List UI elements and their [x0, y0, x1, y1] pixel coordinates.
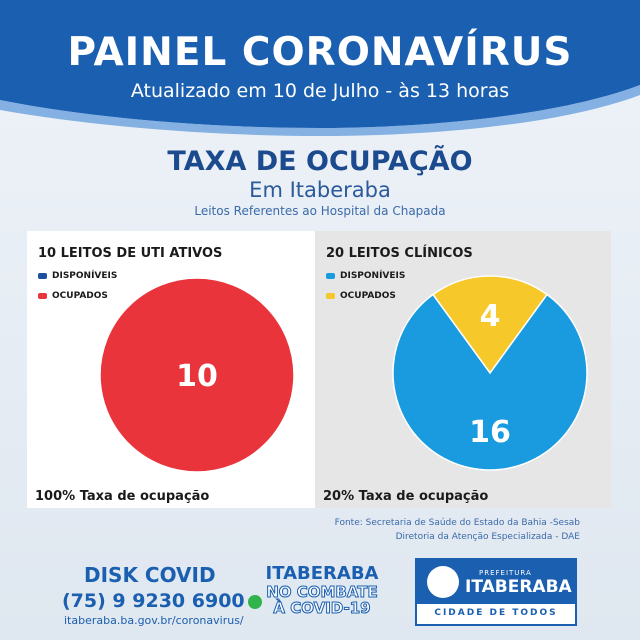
uti-chart-title: 10 LEITOS DE UTI ATIVOS — [38, 246, 223, 261]
clinicos-legend-ocupados: OCUPADOS — [326, 291, 396, 301]
legend-label: DISPONÍVEIS — [52, 271, 118, 281]
pie-slice-ocupados — [431, 275, 549, 375]
uti-legend-disponiveis: DISPONÍVEIS — [38, 271, 117, 281]
legend-label: OCUPADOS — [52, 291, 108, 301]
clinicos-panel: 4 16 20 LEITOS CLÍNICOS DISPONÍVEIS OCUPA… — [315, 231, 611, 508]
campaign-logo: ITABERABA NO COMBATE À COVID-19 — [258, 563, 386, 617]
clinicos-pie-chart: 4 16 — [392, 275, 588, 471]
update-time: Atualizado em 10 de Julho - às 13 horas — [130, 80, 510, 102]
legend-label: OCUPADOS — [340, 291, 396, 301]
legend-swatch — [38, 272, 47, 279]
city-emblem-icon — [427, 566, 459, 598]
uti-panel: 10 10 LEITOS DE UTI ATIVOS DISPONÍVEIS O… — [27, 231, 315, 508]
logo-prefeitura: PREFEITURA — [479, 569, 532, 577]
uti-pie-chart: 10 — [99, 277, 295, 473]
clinicos-chart-title: 20 LEITOS CLÍNICOS — [326, 246, 473, 261]
pie-slice-disponveis — [392, 293, 588, 471]
logo-band: PREFEITURA ITABERABA — [417, 560, 575, 604]
source-line-2: Diretoria da Atenção Especializada - DAE — [395, 532, 580, 542]
page-title: PAINEL CORONAVÍRUS — [67, 30, 573, 75]
clinicos-occupancy-rate: 20% Taxa de ocupação — [323, 489, 489, 504]
pie-data-label: 10 — [176, 359, 218, 394]
legend-swatch — [326, 272, 335, 279]
header-wave — [0, 0, 640, 136]
phone-number[interactable]: (75) 9 9230 6900 — [62, 590, 262, 612]
clinicos-legend-disponiveis: DISPONÍVEIS — [326, 271, 405, 281]
website-link[interactable]: itaberaba.ba.gov.br/coronavirus/ — [64, 614, 244, 627]
phone-text: (75) 9 9230 6900 — [62, 590, 245, 612]
logo-city: ITABERABA — [465, 577, 572, 597]
legend-swatch — [38, 292, 47, 299]
header-banner: PAINEL CORONAVÍRUS Atualizado em 10 de J… — [0, 0, 640, 140]
section-city: Em Itaberaba — [249, 178, 391, 202]
pie-data-label: 4 — [480, 299, 501, 334]
campaign-city: ITABERABA — [265, 563, 379, 584]
pie-data-label: 16 — [469, 415, 511, 450]
legend-label: DISPONÍVEIS — [340, 271, 406, 281]
whatsapp-icon — [247, 594, 262, 609]
disk-covid-label: DISK COVID — [84, 563, 216, 587]
legend-swatch — [326, 292, 335, 299]
pie-slice-ocupados — [99, 277, 295, 473]
section-title: TAXA DE OCUPAÇÃO — [167, 146, 473, 177]
prefeitura-logo: PREFEITURA ITABERABA CIDADE DE TODOS — [415, 558, 577, 626]
source-line-1: Fonte: Secretaria de Saúde do Estado da … — [334, 518, 580, 528]
uti-legend-ocupados: OCUPADOS — [38, 291, 108, 301]
campaign-line-1: NO COMBATE — [266, 583, 379, 601]
logo-slogan: CIDADE DE TODOS — [434, 608, 558, 618]
campaign-line-2: À COVID-19 — [273, 599, 371, 617]
uti-occupancy-rate: 100% Taxa de ocupação — [35, 489, 210, 504]
section-note: Leitos Referentes ao Hospital da Chapada — [194, 204, 446, 218]
